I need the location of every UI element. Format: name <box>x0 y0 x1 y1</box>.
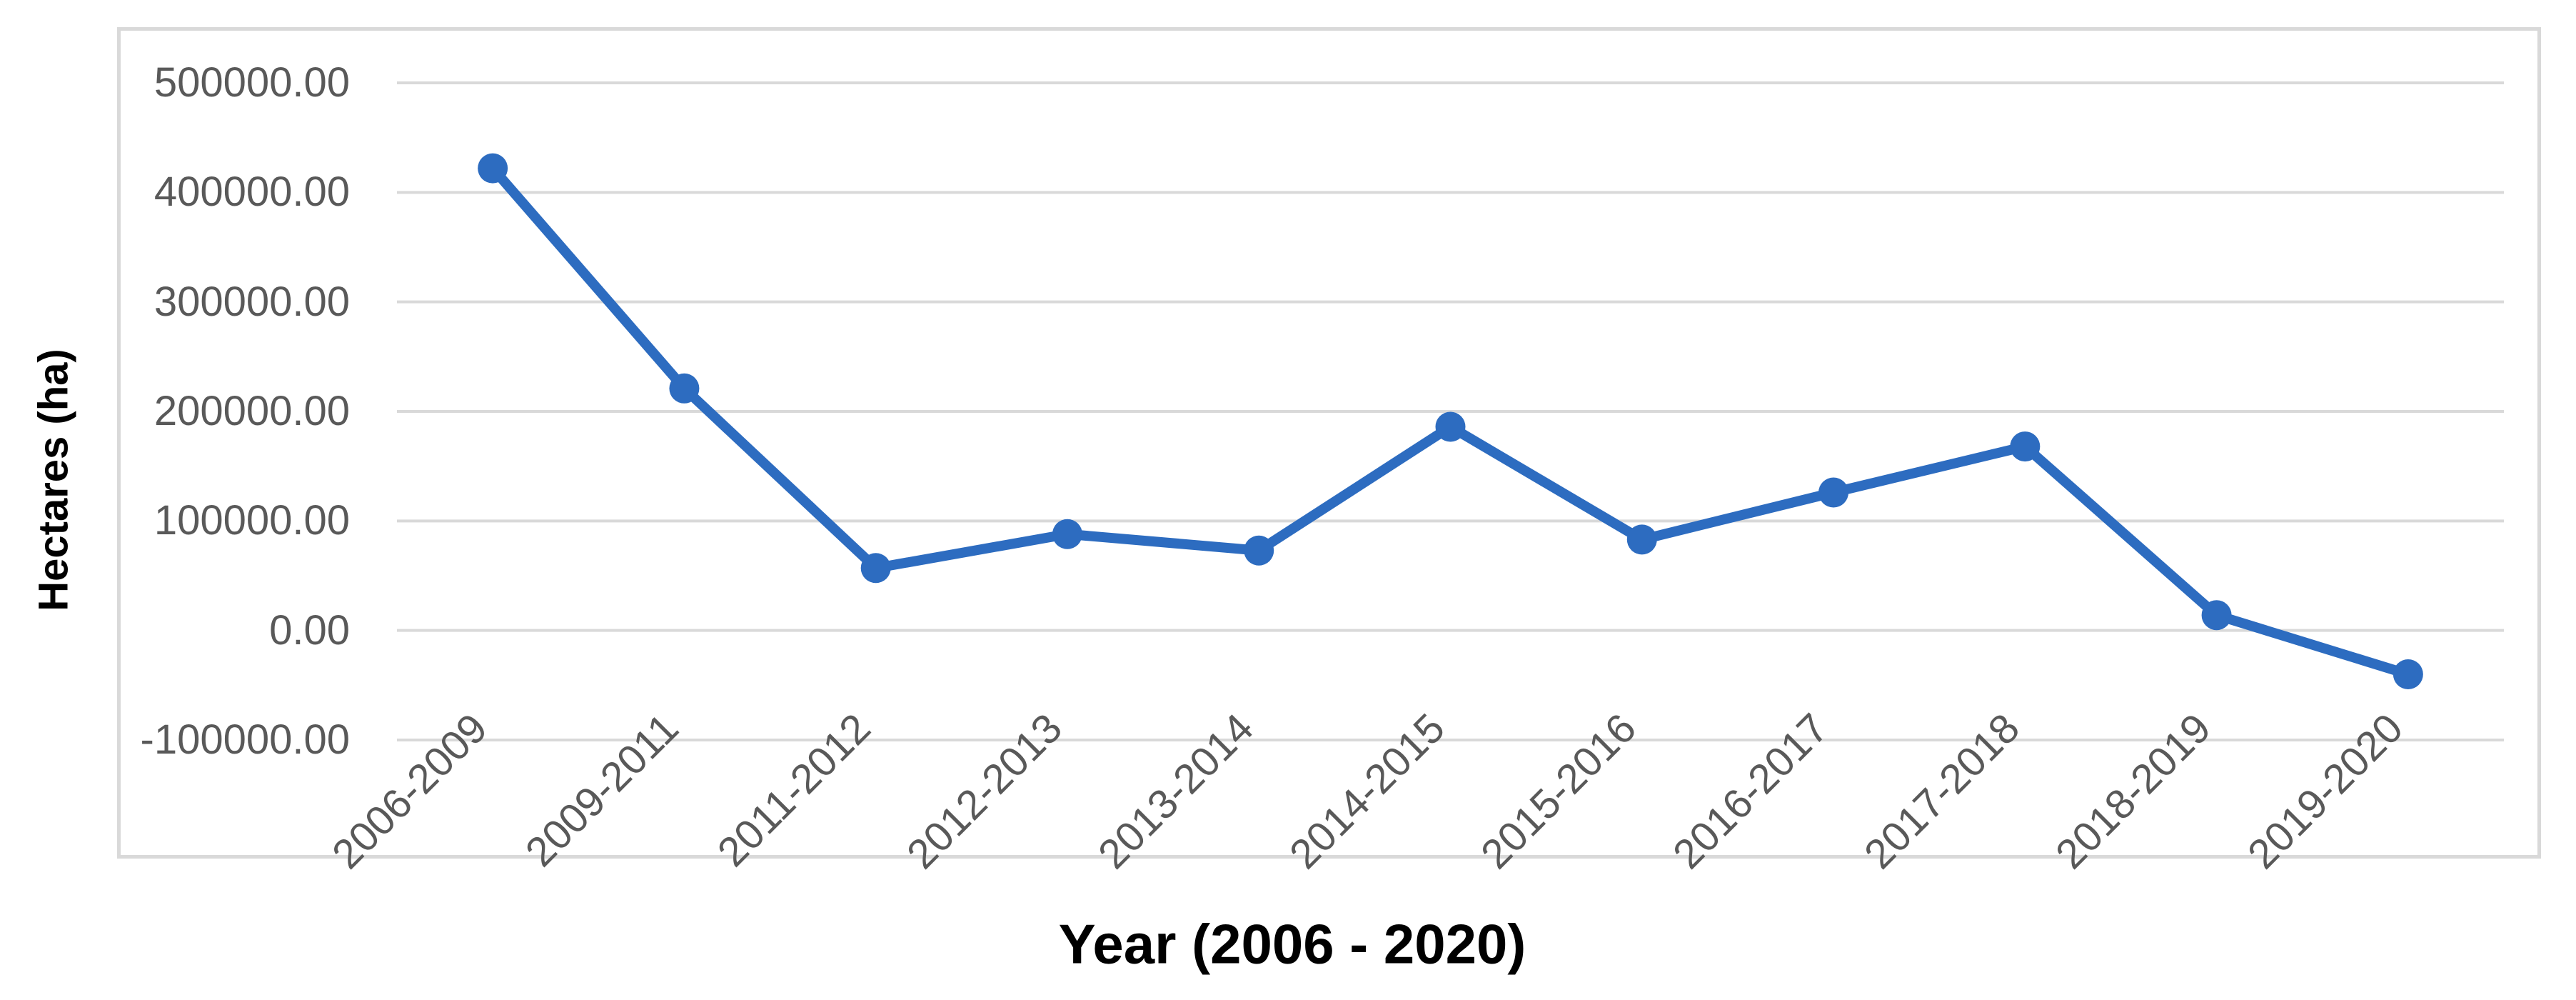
data-point <box>860 553 891 584</box>
data-point <box>1435 411 1466 442</box>
y-tick-label: 400000.00 <box>154 169 350 216</box>
data-point <box>2393 659 2423 689</box>
data-point <box>669 373 700 404</box>
y-tick-label: 300000.00 <box>154 278 350 325</box>
y-axis-title: Hectares (ha) <box>30 349 77 611</box>
y-tick-label: 500000.00 <box>154 59 350 106</box>
y-tick-label: 200000.00 <box>154 388 350 434</box>
data-point <box>1818 477 1849 508</box>
data-point <box>1052 519 1082 549</box>
y-tick-label: 100000.00 <box>154 497 350 544</box>
data-point <box>1244 535 1274 566</box>
data-point <box>1626 524 1657 555</box>
data-point <box>2201 600 2232 631</box>
chart-border <box>117 27 2541 859</box>
data-point <box>2010 431 2041 462</box>
y-tick-label: -100000.00 <box>140 716 350 763</box>
y-tick-label: 0.00 <box>269 606 350 654</box>
data-point <box>478 153 508 184</box>
x-axis-title: Year (2006 - 2020) <box>1058 912 1526 976</box>
